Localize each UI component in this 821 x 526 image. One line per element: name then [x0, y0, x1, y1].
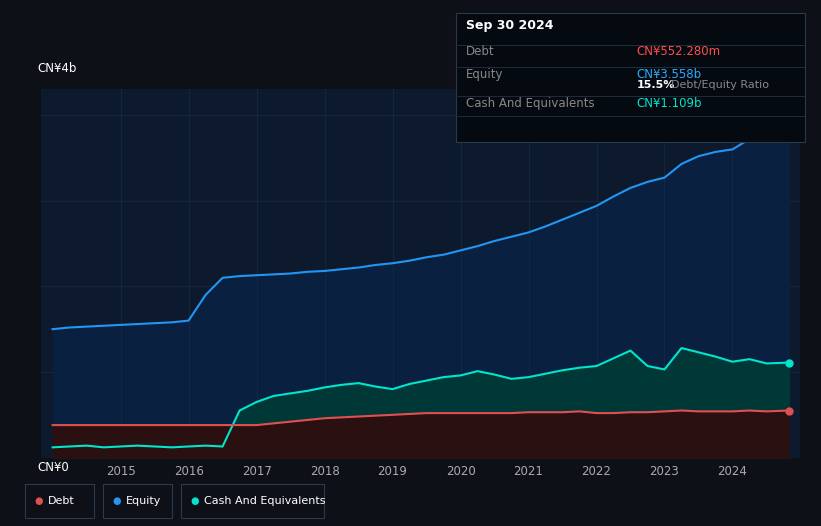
Text: Equity: Equity — [466, 68, 503, 81]
Text: Debt/Equity Ratio: Debt/Equity Ratio — [671, 80, 768, 90]
Text: 15.5%: 15.5% — [636, 80, 675, 90]
Text: Debt: Debt — [48, 496, 75, 506]
Text: ●: ● — [112, 496, 121, 506]
Text: Debt: Debt — [466, 45, 494, 58]
Text: Cash And Equivalents: Cash And Equivalents — [204, 496, 325, 506]
Text: CN¥4b: CN¥4b — [37, 62, 76, 75]
Text: ●: ● — [34, 496, 43, 506]
Text: CN¥1.109b: CN¥1.109b — [636, 97, 702, 110]
Text: Cash And Equivalents: Cash And Equivalents — [466, 97, 594, 110]
Text: CN¥552.280m: CN¥552.280m — [636, 45, 720, 58]
Text: CN¥0: CN¥0 — [37, 461, 69, 474]
Text: ●: ● — [190, 496, 199, 506]
Text: Equity: Equity — [126, 496, 161, 506]
Text: Sep 30 2024: Sep 30 2024 — [466, 19, 553, 32]
Text: CN¥3.558b: CN¥3.558b — [636, 68, 701, 81]
